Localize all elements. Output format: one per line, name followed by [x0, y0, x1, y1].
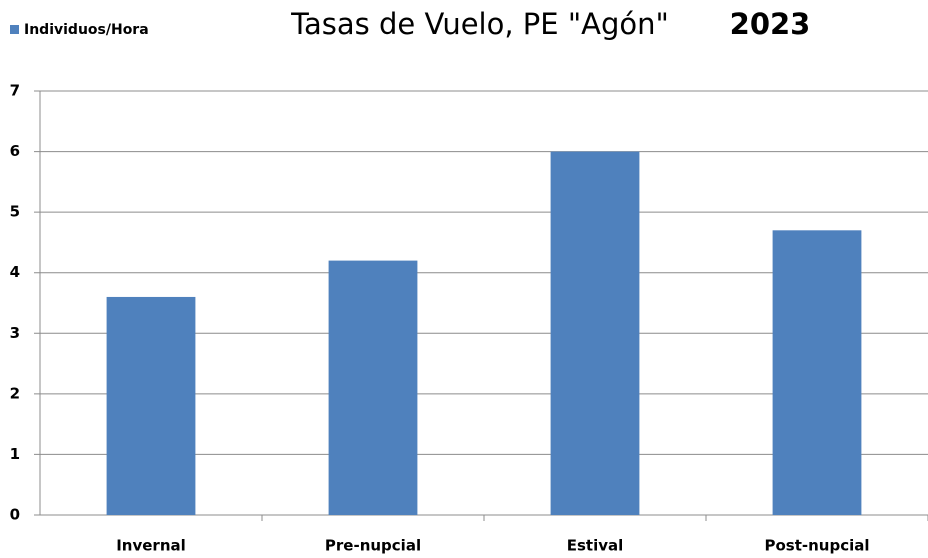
legend-label: Individuos/Hora — [24, 22, 149, 38]
bar — [550, 151, 640, 516]
x-tick-label: Post-nupcial — [764, 537, 869, 555]
x-tick-label: Pre-nupcial — [325, 537, 421, 555]
chart-subtitle: 2023 — [730, 7, 811, 41]
bar — [328, 260, 418, 515]
chart-title: Tasas de Vuelo, PE "Agón" — [290, 7, 669, 41]
bar — [106, 296, 196, 515]
y-tick-label: 4 — [10, 263, 20, 281]
y-tick-label: 5 — [10, 203, 20, 221]
y-tick-label: 3 — [10, 324, 20, 342]
x-tick-label: Estival — [567, 537, 624, 555]
y-tick-label: 0 — [10, 506, 20, 524]
legend-swatch — [10, 25, 19, 34]
y-tick-label: 6 — [10, 142, 20, 160]
y-tick-label: 2 — [10, 384, 20, 402]
bar — [772, 230, 862, 516]
y-tick-label: 7 — [10, 82, 20, 100]
y-tick-label: 1 — [10, 445, 20, 463]
x-tick-label: Invernal — [116, 537, 186, 555]
